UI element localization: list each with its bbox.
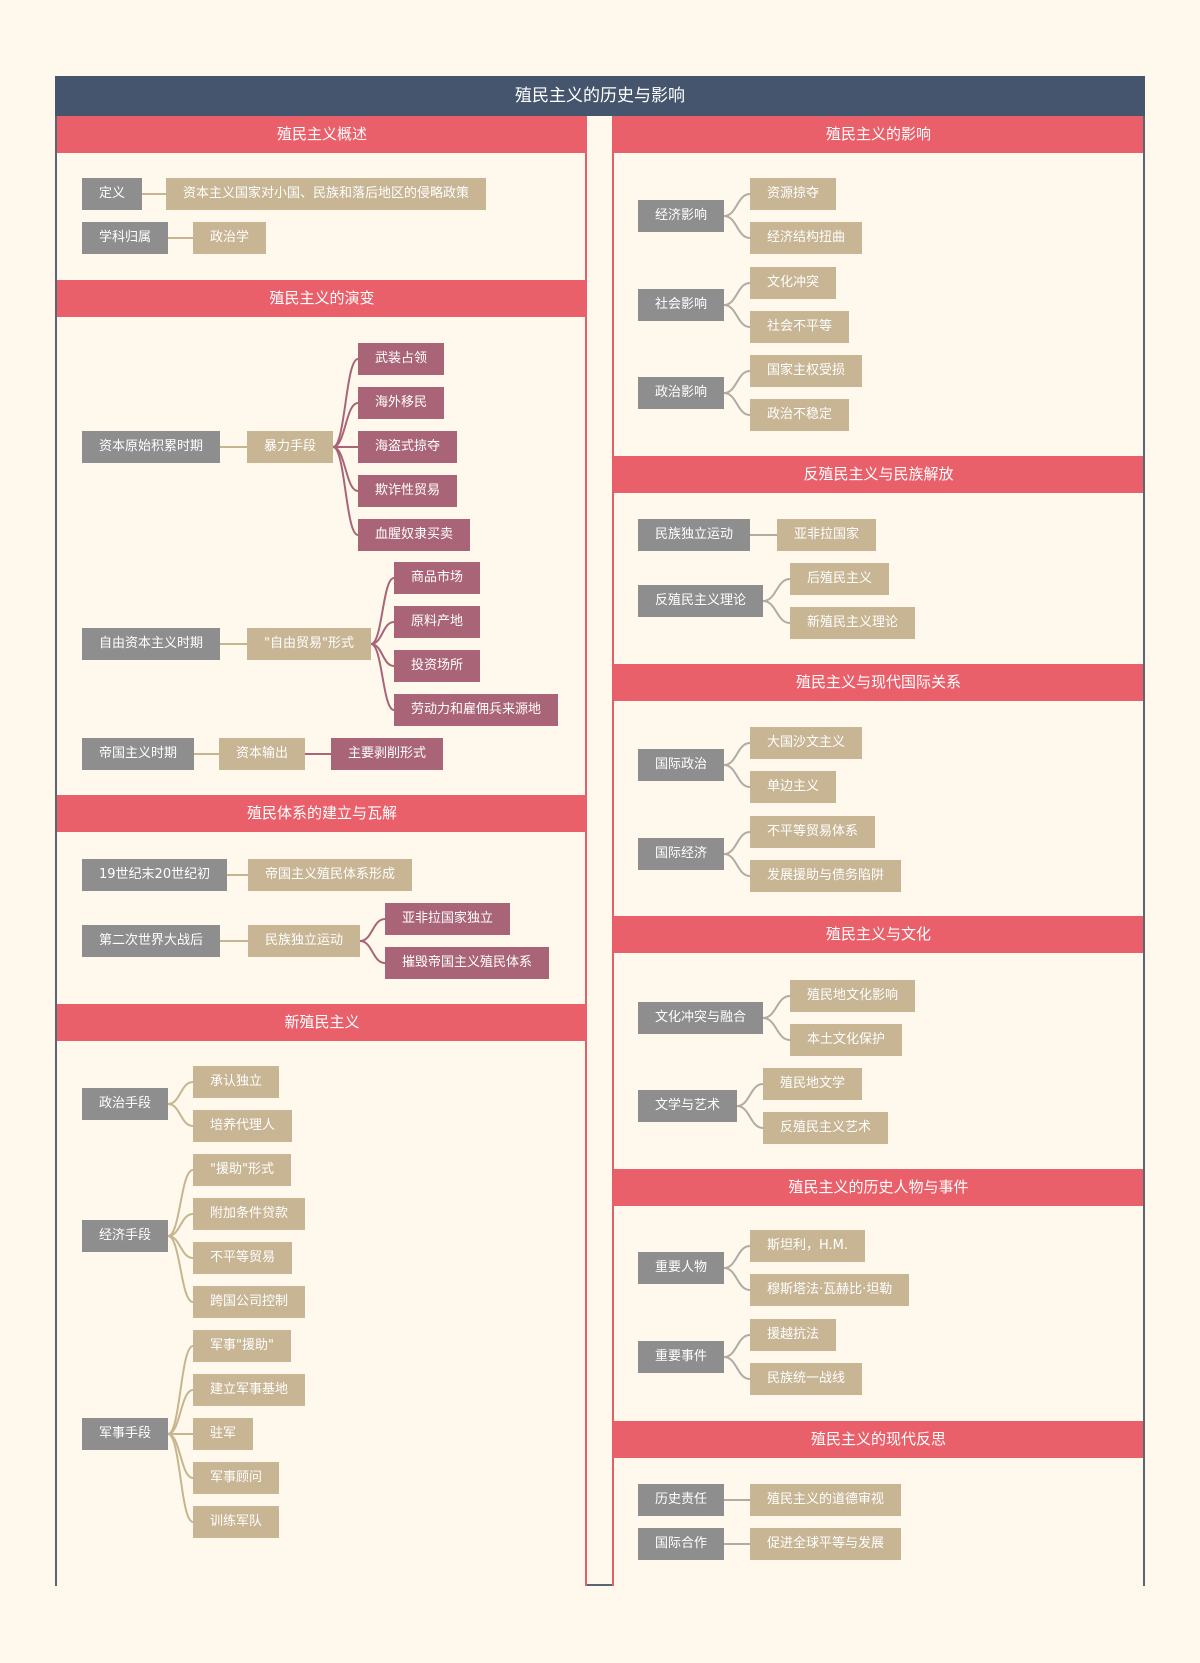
node-third-world-countries: 亚非拉国家	[777, 519, 877, 551]
node-key-events: 重要事件	[638, 1341, 725, 1373]
node-independence-movement: 民族独立运动	[248, 925, 361, 957]
node-chauvinism: 大国沙文主义	[750, 727, 863, 759]
node-post-ww2: 第二次世界大战后	[82, 925, 221, 957]
node-labor-source: 劳动力和雇佣兵来源地	[394, 694, 559, 726]
node-economic-impact: 经济影响	[638, 200, 725, 232]
node-unequal-trade-system: 不平等贸易体系	[750, 816, 876, 848]
node-main-exploitation: 主要剥削形式	[331, 738, 444, 770]
node-investment: 投资场所	[394, 650, 481, 682]
section-header-anticolonial: 反殖民主义与民族解放	[614, 456, 1143, 493]
node-capital-export: 资本输出	[219, 738, 306, 770]
node-stanley: 斯坦利，H.M.	[750, 1230, 866, 1262]
node-mustafa: 穆斯塔法·瓦赫比·坦勒	[750, 1274, 910, 1306]
node-system-formed: 帝国主义殖民体系形成	[248, 859, 413, 891]
node-unequal-trade: 不平等贸易	[193, 1242, 293, 1274]
node-economic-means: 经济手段	[82, 1220, 169, 1252]
node-postcolonialism: 后殖民主义	[790, 563, 890, 595]
section-header-figures: 殖民主义的历史人物与事件	[614, 1169, 1143, 1206]
node-resource-plunder: 资源掠夺	[750, 178, 837, 210]
node-military-means: 军事手段	[82, 1418, 169, 1450]
node-colonial-culture-influence: 殖民地文化影响	[790, 980, 916, 1012]
node-fraud-trade: 欺诈性贸易	[358, 475, 458, 507]
node-train-troops: 训练军队	[193, 1506, 280, 1538]
node-international-politics: 国际政治	[638, 749, 725, 781]
node-political-impact: 政治影响	[638, 377, 725, 409]
node-anticolonial-art: 反殖民主义艺术	[763, 1112, 889, 1144]
node-multinational-control: 跨国公司控制	[193, 1286, 306, 1318]
node-global-equality: 促进全球平等与发展	[750, 1528, 902, 1560]
node-sovereignty-damage: 国家主权受损	[750, 355, 863, 387]
node-recognize-independence: 承认独立	[193, 1066, 280, 1098]
node-definition: 定义	[82, 178, 143, 210]
node-definition-value: 资本主义国家对小国、民族和落后地区的侵略政策	[166, 178, 487, 210]
node-third-world-independence: 亚非拉国家独立	[385, 903, 511, 935]
left-column	[57, 116, 587, 1586]
node-military-bases: 建立军事基地	[193, 1374, 306, 1406]
node-international-economy: 国际经济	[638, 838, 725, 870]
node-social-impact: 社会影响	[638, 289, 725, 321]
node-slave-trade: 血腥奴隶买卖	[358, 519, 471, 551]
section-header-overview: 殖民主义概述	[57, 116, 587, 153]
node-social-inequality: 社会不平等	[750, 311, 850, 343]
node-unilateralism: 单边主义	[750, 771, 837, 803]
node-military-aid: 军事"援助"	[193, 1330, 291, 1362]
node-aid-vietnam: 援越抗法	[750, 1319, 837, 1351]
section-header-system: 殖民体系的建立与瓦解	[57, 795, 587, 832]
node-free-capitalism: 自由资本主义时期	[82, 628, 221, 660]
node-commodity-market: 商品市场	[394, 562, 481, 594]
node-primitive-accumulation: 资本原始积累时期	[82, 431, 221, 463]
node-neocolonial-theory: 新殖民主义理论	[790, 607, 916, 639]
node-national-independence: 民族独立运动	[638, 519, 751, 551]
section-header-neocolonialism: 新殖民主义	[57, 1004, 587, 1041]
node-destroy-system: 摧毁帝国主义殖民体系	[385, 947, 550, 979]
node-conditional-loans: 附加条件贷款	[193, 1198, 306, 1230]
section-header-reflection: 殖民主义的现代反思	[614, 1421, 1143, 1458]
node-aid-form: "援助"形式	[193, 1154, 291, 1186]
node-political-instability: 政治不稳定	[750, 399, 850, 431]
node-garrison: 驻军	[193, 1418, 254, 1450]
node-literature-art: 文学与艺术	[638, 1090, 738, 1122]
diagram-title: 殖民主义的历史与影响	[55, 76, 1145, 116]
node-discipline-value: 政治学	[193, 222, 267, 254]
node-international-cooperation: 国际合作	[638, 1528, 725, 1560]
node-overseas-migration: 海外移民	[358, 387, 445, 419]
node-cultural-conflict: 文化冲突	[750, 267, 837, 299]
node-military-advisors: 军事顾问	[193, 1462, 280, 1494]
node-piracy: 海盗式掠夺	[358, 431, 458, 463]
node-late-19th: 19世纪末20世纪初	[82, 859, 228, 891]
node-raw-material: 原料产地	[394, 606, 481, 638]
node-discipline: 学科归属	[82, 222, 169, 254]
node-historical-responsibility: 历史责任	[638, 1484, 725, 1516]
node-imperialism: 帝国主义时期	[82, 738, 195, 770]
node-political-means: 政治手段	[82, 1088, 169, 1120]
node-moral-review: 殖民主义的道德审视	[750, 1484, 902, 1516]
node-key-figures: 重要人物	[638, 1252, 725, 1284]
node-violence: 暴力手段	[247, 431, 334, 463]
section-header-culture: 殖民主义与文化	[614, 916, 1143, 953]
section-header-impact: 殖民主义的影响	[614, 116, 1143, 153]
node-debt-trap: 发展援助与债务陷阱	[750, 860, 902, 892]
node-armed-occupation: 武装占领	[358, 343, 445, 375]
node-economic-distortion: 经济结构扭曲	[750, 222, 863, 254]
node-colonial-literature: 殖民地文学	[763, 1068, 863, 1100]
node-train-agents: 培养代理人	[193, 1110, 293, 1142]
node-culture-conflict-fusion: 文化冲突与融合	[638, 1002, 764, 1034]
node-anticolonial-theory: 反殖民主义理论	[638, 585, 764, 617]
node-free-trade: "自由贸易"形式	[247, 628, 371, 660]
section-header-evolution: 殖民主义的演变	[57, 280, 587, 317]
section-header-relations: 殖民主义与现代国际关系	[614, 664, 1143, 701]
node-native-culture-protection: 本土文化保护	[790, 1024, 903, 1056]
node-united-front: 民族统一战线	[750, 1363, 863, 1395]
